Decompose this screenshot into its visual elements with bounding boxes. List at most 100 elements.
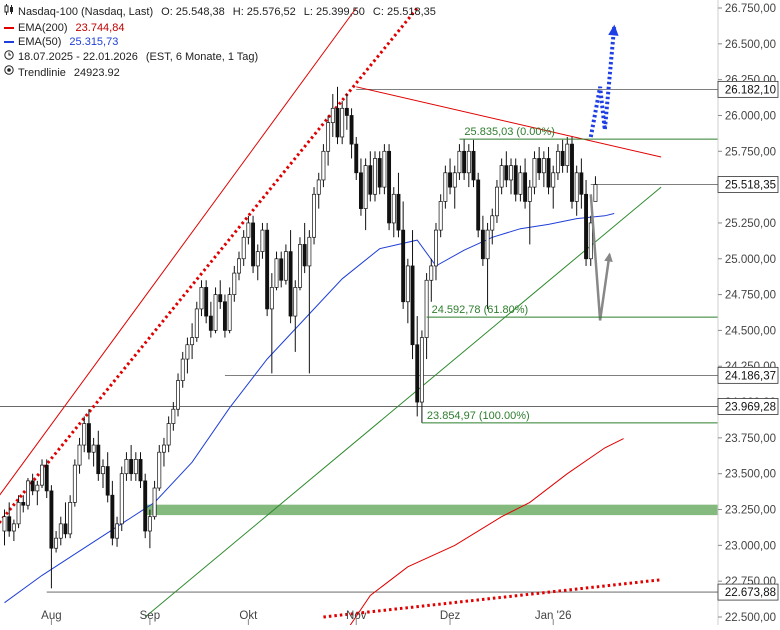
candle-body: [509, 165, 513, 181]
y-tick-label: 24.500,00: [725, 325, 776, 337]
support-band: [145, 504, 718, 516]
candle-body: [237, 258, 241, 274]
x-tick-label: Jan '26: [535, 610, 572, 622]
y-tick-label: 25.000,00: [725, 254, 776, 266]
candle-body: [152, 487, 157, 518]
candle-body: [58, 523, 63, 539]
candle-body: [72, 464, 77, 503]
candle-body: [147, 516, 152, 532]
legend-ema200-row: EMA(200) 23.744,84: [4, 21, 436, 36]
trendline: [144, 186, 662, 618]
chart-legend: Nasdaq-100 (Nasdaq, Last) O: 25.548,38 H…: [4, 4, 436, 81]
candle-body: [96, 444, 101, 475]
price-tag-box: [717, 398, 779, 415]
y-tick-label: 24.750,00: [725, 290, 776, 302]
candle-body: [204, 287, 209, 317]
candle-body: [21, 502, 26, 506]
ema50-swatch: [4, 41, 14, 44]
candle-body: [419, 337, 424, 403]
candle-body: [466, 150, 471, 174]
candle-body: [462, 150, 467, 174]
candle-body: [293, 287, 298, 317]
price-tag-label: 22.673,88: [725, 587, 776, 599]
candle-body: [176, 380, 180, 410]
candle-body: [434, 229, 438, 267]
candle-body: [312, 193, 316, 238]
fib-level-label: 25.835,03 (0.00%): [464, 126, 555, 138]
legend-ema50-row: EMA(50) 25.315,73: [4, 35, 436, 50]
candle-body: [405, 265, 410, 303]
candle-body: [354, 143, 359, 174]
y-tick-label: 23.000,00: [725, 540, 776, 552]
legend-trend-value: 24923.92: [73, 66, 120, 79]
candle-body: [208, 315, 213, 331]
y-tick-label: 26.500,00: [725, 39, 776, 51]
candle-body: [115, 523, 120, 539]
candle-body: [44, 464, 49, 492]
candle-body: [194, 308, 199, 338]
candle-body: [129, 459, 134, 475]
candle-body: [213, 294, 218, 331]
candle-body: [429, 265, 434, 281]
candle-body: [527, 186, 532, 202]
candle-body: [260, 229, 265, 252]
candle-body: [241, 236, 246, 260]
candle-body: [396, 193, 401, 231]
candle-body: [513, 165, 518, 195]
y-tick-label: 23.500,00: [725, 469, 776, 481]
ema50-value: 25.315,73: [69, 36, 119, 48]
candle-body: [283, 251, 288, 281]
candle-body: [452, 172, 457, 188]
candle-body: [30, 480, 35, 492]
y-tick-label: 25.250,00: [725, 218, 776, 230]
candle-body: [541, 158, 546, 174]
candle-body: [77, 444, 82, 466]
candle-body: [54, 537, 59, 549]
candle-body: [246, 222, 251, 238]
dotted-trendline: [323, 578, 662, 619]
price-tag-box: [717, 583, 779, 601]
candle-body: [340, 107, 345, 138]
x-tick-label: Dez: [440, 610, 461, 622]
candle-body: [448, 172, 453, 188]
legend-open: O: 25.548,38: [161, 6, 225, 18]
candle-body: [138, 459, 143, 482]
candle-body: [495, 186, 499, 217]
price-tag-label: 26.182,10: [725, 84, 776, 96]
candle-body: [584, 193, 589, 260]
ema200-line: [346, 438, 624, 630]
y-tick-label: 23.750,00: [725, 433, 776, 445]
candle-body: [269, 287, 274, 310]
fib-level-label: 24.592,78 (61.80%): [432, 304, 529, 316]
candle-body: [546, 158, 551, 188]
candle-body: [438, 201, 443, 231]
candle-body: [377, 158, 382, 188]
candle-body: [480, 229, 485, 260]
candle-body: [330, 107, 335, 123]
trendline: [0, 7, 357, 496]
candle-body: [349, 115, 354, 145]
legend-trend-label: Trendlinie: [18, 66, 66, 79]
candle-body: [551, 172, 556, 188]
candle-body: [523, 172, 528, 202]
candle-body: [560, 150, 565, 166]
price-tag-box: [717, 366, 779, 384]
y-tick-label: 22.500,00: [725, 612, 776, 624]
projection-bear-path: [589, 194, 611, 321]
projection-bear-arrowhead: [604, 252, 613, 262]
candle-body: [499, 165, 504, 188]
candle-body: [373, 158, 377, 195]
x-tick-label: Nov: [346, 610, 367, 622]
legend-close: C: 25.518,35: [372, 6, 436, 18]
candle-body: [504, 165, 509, 181]
candle-body: [110, 494, 115, 539]
price-tag-label: 25.518,35: [725, 179, 776, 191]
candle-body: [570, 143, 574, 202]
candle-body: [119, 473, 124, 525]
candle-body: [326, 122, 331, 152]
candle-body: [101, 466, 105, 475]
candle-body: [593, 184, 598, 202]
trendline: [356, 86, 662, 158]
